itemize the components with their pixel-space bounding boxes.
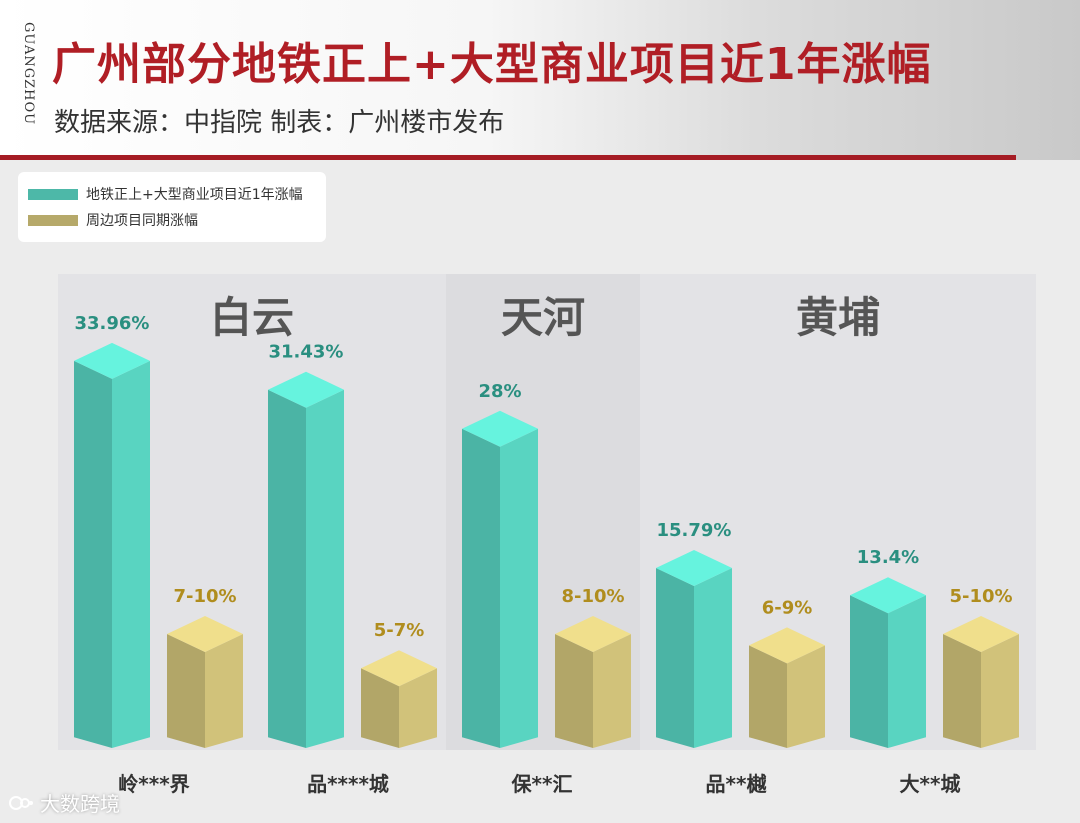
legend-swatch-secondary (28, 214, 78, 226)
bar-face-left (850, 595, 888, 748)
data-label: 28% (478, 381, 521, 402)
x-tick-label: 品****城 (307, 772, 389, 796)
bar-face-right (306, 389, 344, 748)
data-label: 5-7% (374, 620, 425, 641)
bar-face-top (656, 549, 732, 586)
legend-swatch-primary (28, 188, 78, 200)
data-label: 15.79% (657, 520, 732, 541)
bar-face-top (74, 342, 150, 379)
bar-face-top (167, 616, 243, 652)
legend-label-primary: 地铁正上+大型商业项目近1年涨幅 (86, 187, 303, 203)
bar-face-right (500, 428, 538, 748)
data-label: 31.43% (269, 342, 344, 363)
bar-face-top (268, 371, 344, 408)
legend-label-secondary: 周边项目同期涨幅 (86, 213, 198, 229)
vertical-city-label: GUANGZHOU (21, 22, 36, 126)
bar-face-left (74, 360, 112, 748)
header-banner (0, 0, 1080, 160)
watermark-text: 大数跨境 (40, 792, 120, 816)
bar-face-left (167, 634, 205, 748)
group-label: 黄埔 (796, 293, 880, 342)
bar-face-right (888, 595, 926, 748)
bar-face-right (787, 645, 825, 748)
group-label: 白云 (210, 293, 294, 342)
watermark-logo-icon (9, 795, 33, 810)
bar-face-top (361, 650, 437, 687)
bar-face-left (555, 634, 593, 748)
x-tick-label: 品**樾 (706, 772, 768, 796)
data-label: 5-10% (949, 586, 1012, 607)
bar-face-left (749, 645, 787, 748)
header-divider (0, 155, 1016, 160)
data-label: 13.4% (857, 547, 919, 568)
bar-face-left (268, 389, 306, 748)
bar-face-right (399, 668, 437, 748)
bar-face-right (694, 567, 732, 748)
bar-face-top (462, 410, 538, 447)
bar-face-left (462, 428, 500, 748)
data-label: 33.96% (75, 313, 150, 334)
chart-legend: 地铁正上+大型商业项目近1年涨幅 周边项目同期涨幅 (18, 172, 326, 242)
x-tick-label: 岭***界 (118, 772, 189, 796)
data-label: 8-10% (561, 586, 624, 607)
bar-face-top (555, 616, 631, 652)
data-label: 7-10% (173, 586, 236, 607)
bar-face-left (943, 634, 981, 748)
page-subtitle: 数据来源：中指院 制表：广州楼市发布 (54, 108, 505, 138)
group-label: 天河 (501, 293, 585, 342)
bar-face-right (205, 634, 243, 748)
legend-item-secondary: 周边项目同期涨幅 (28, 210, 198, 230)
x-tick-label: 保**汇 (511, 772, 573, 796)
watermark: 大数跨境 (8, 788, 120, 817)
bar-face-right (981, 634, 1019, 748)
bar-face-left (656, 567, 694, 748)
bar-face-right (112, 360, 150, 748)
legend-item-primary: 地铁正上+大型商业项目近1年涨幅 (28, 184, 303, 204)
x-tick-label: 大**城 (900, 772, 961, 796)
bar-face-left (361, 668, 399, 748)
page-title: 广州部分地铁正上+大型商业项目近1年涨幅 (52, 39, 932, 90)
bar-face-top (850, 577, 926, 614)
data-label: 6-9% (762, 597, 813, 618)
bar-face-top (943, 616, 1019, 652)
bar-face-top (749, 627, 825, 664)
bar-face-right (593, 634, 631, 748)
